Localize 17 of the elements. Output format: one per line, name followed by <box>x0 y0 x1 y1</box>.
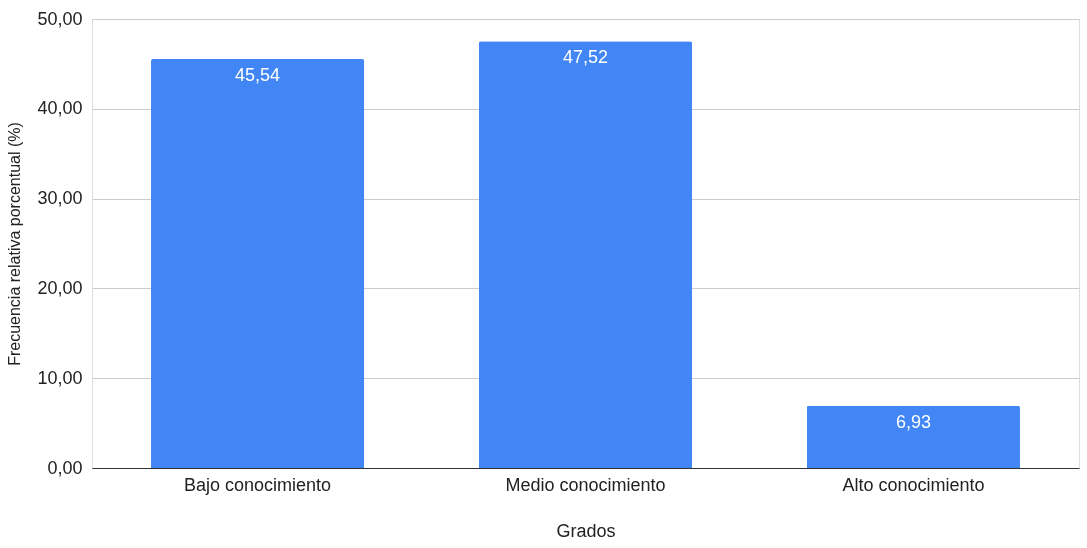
data-label: 6,93 <box>895 411 931 432</box>
y-tick-label: 50,00 <box>37 8 83 29</box>
y-tick-label: 10,00 <box>37 367 83 388</box>
y-axis-title: Frecuencia relativa porcentual (%) <box>6 122 24 366</box>
data-label: 47,52 <box>562 47 609 68</box>
y-tick-label: 0,00 <box>47 457 83 478</box>
x-tick-label: Alto conocimiento <box>842 474 985 495</box>
bar <box>806 405 1020 468</box>
x-tick-label: Bajo conocimiento <box>184 474 332 495</box>
data-label: 45,54 <box>235 65 281 86</box>
bar <box>151 59 365 468</box>
bar <box>478 41 693 468</box>
x-tick-label: Medio conocimiento <box>505 474 666 495</box>
y-tick-label: 40,00 <box>37 98 83 119</box>
y-tick-label: 30,00 <box>37 188 83 209</box>
y-tick-label: 20,00 <box>37 277 83 298</box>
x-axis-title: Grados <box>556 520 616 541</box>
